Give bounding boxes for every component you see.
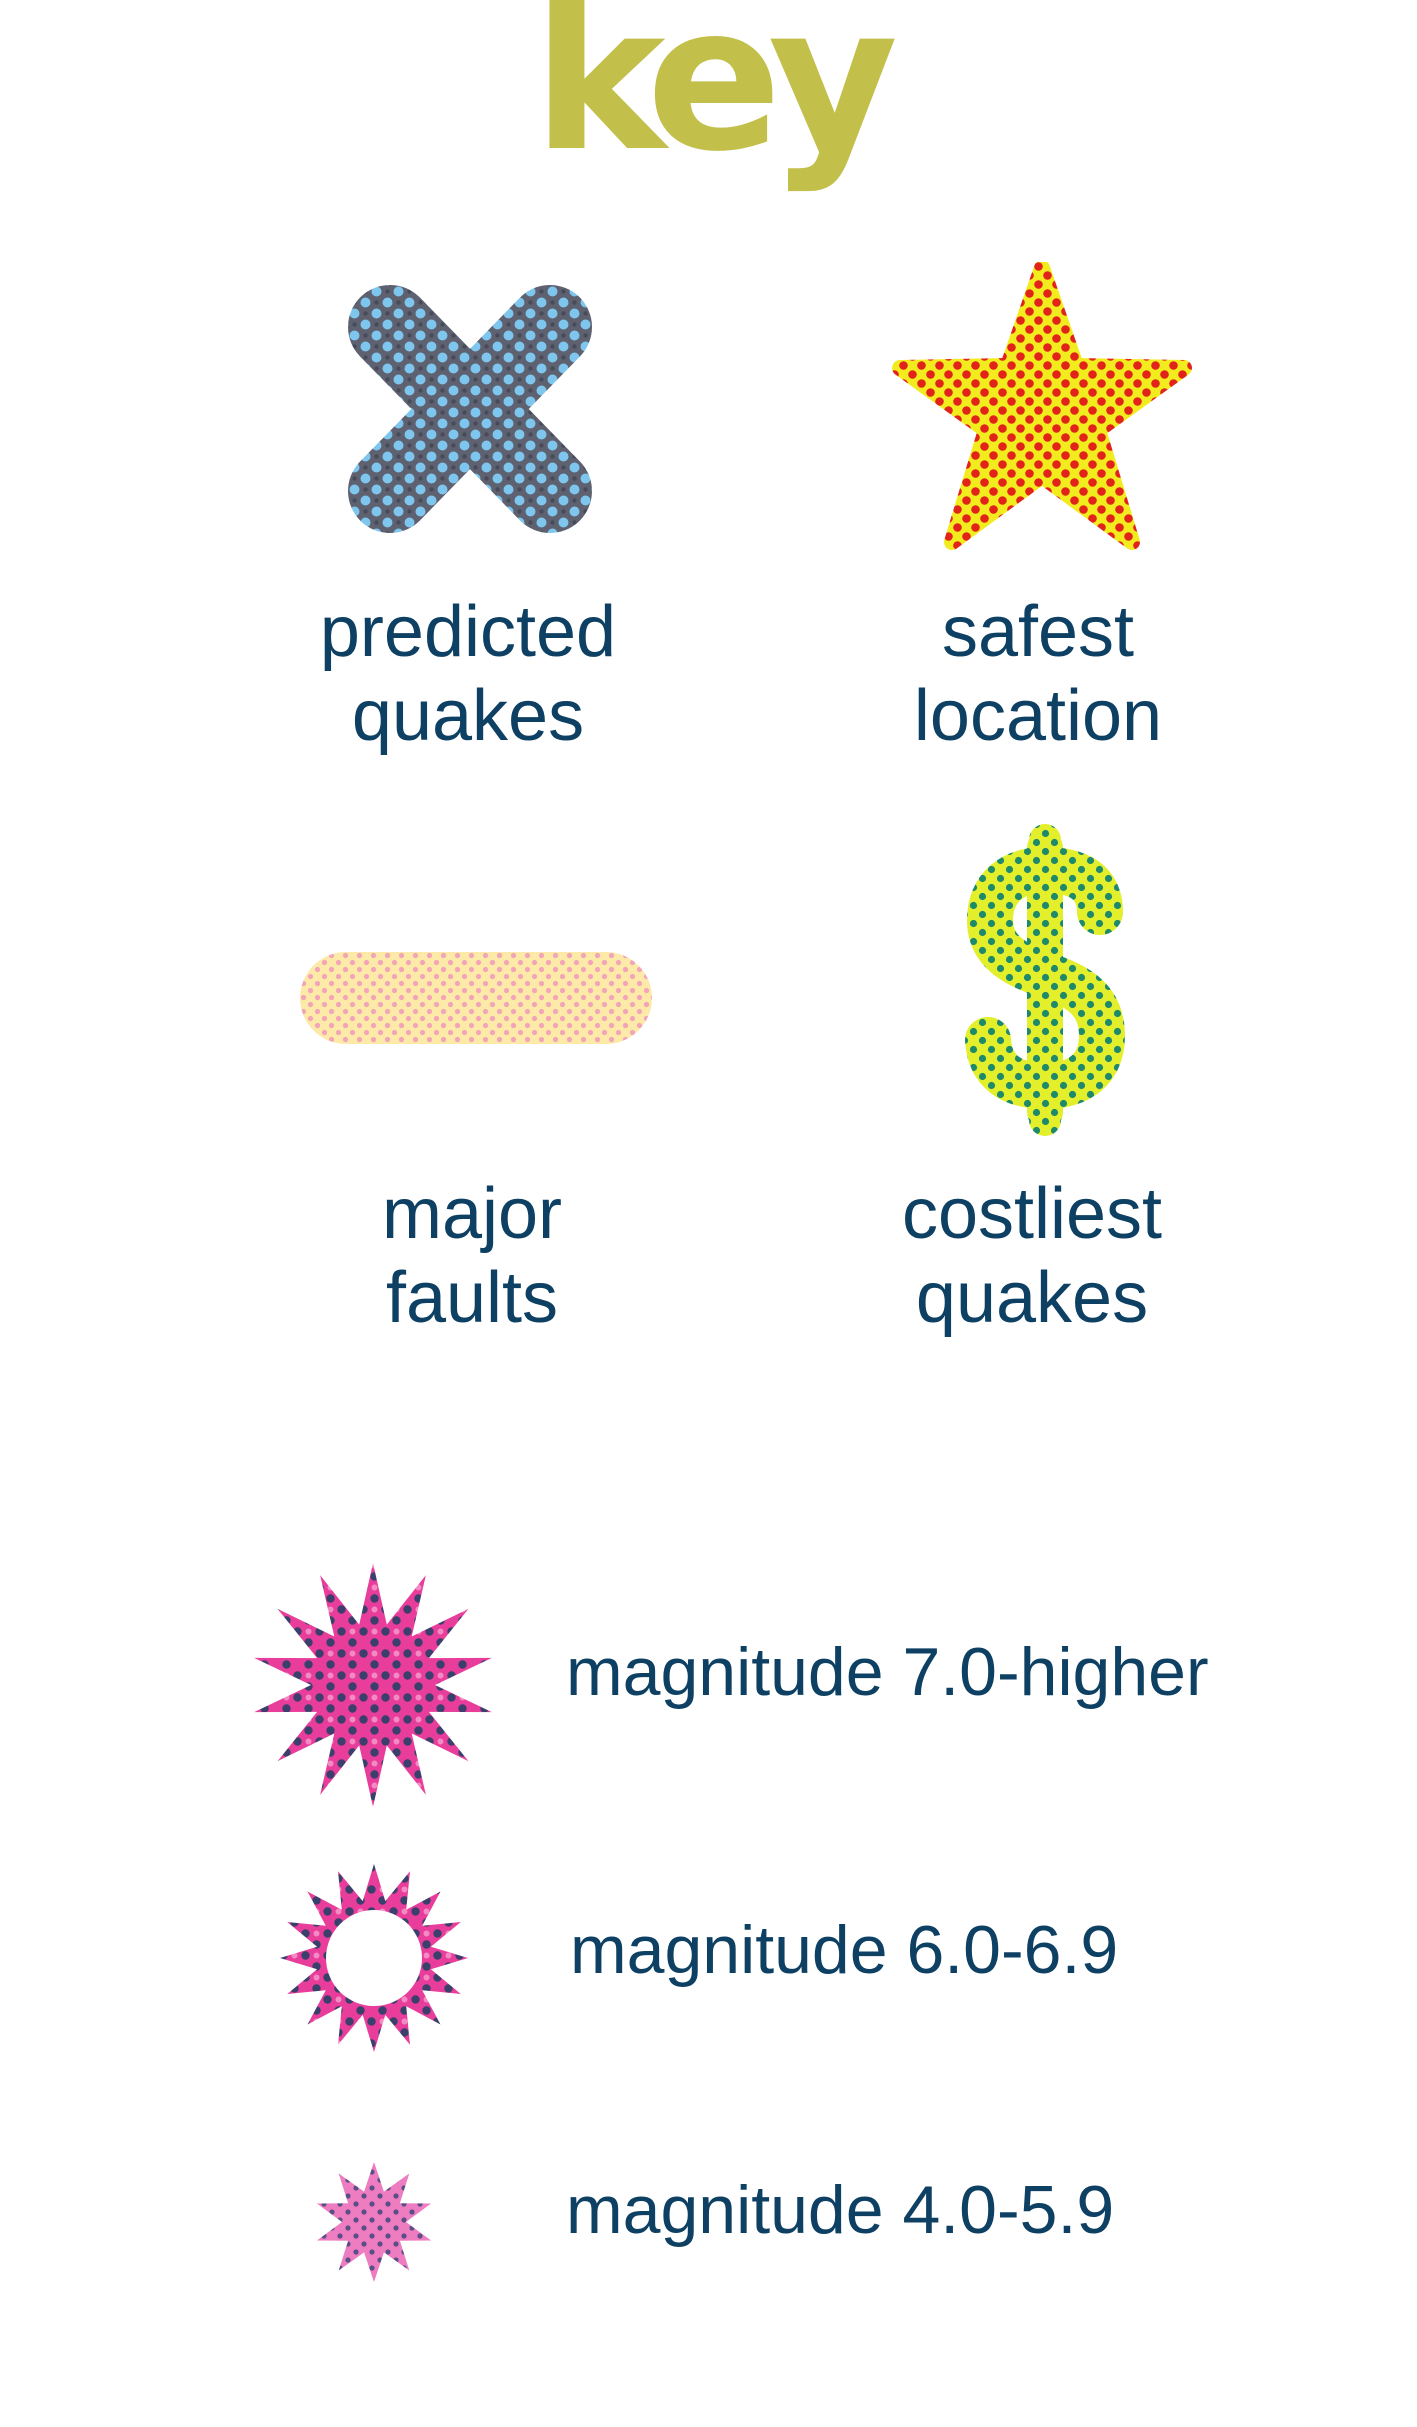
label-magnitude-6-6.9: magnitude 6.0-6.9 [570,1912,1119,1988]
solid-burst-icon [254,1563,492,1807]
label-magnitude-7-higher: magnitude 7.0-higher [566,1634,1209,1710]
ring-burst-icon [280,1864,468,2052]
label-costliest-quakes: costliest quakes [901,1174,1163,1338]
key-title: key [532,0,899,196]
label-major-faults: major faults [381,1174,563,1338]
x-mark-icon [348,285,592,533]
small-burst-icon [316,2162,432,2282]
label-safest-location: safest location [913,592,1163,756]
star-icon [892,262,1192,550]
dollar-sign-icon [965,824,1125,1136]
fault-bar-icon [300,952,652,1044]
label-magnitude-4-5.9: magnitude 4.0-5.9 [566,2172,1115,2248]
label-predicted-quakes: predicted quakes [319,592,617,756]
